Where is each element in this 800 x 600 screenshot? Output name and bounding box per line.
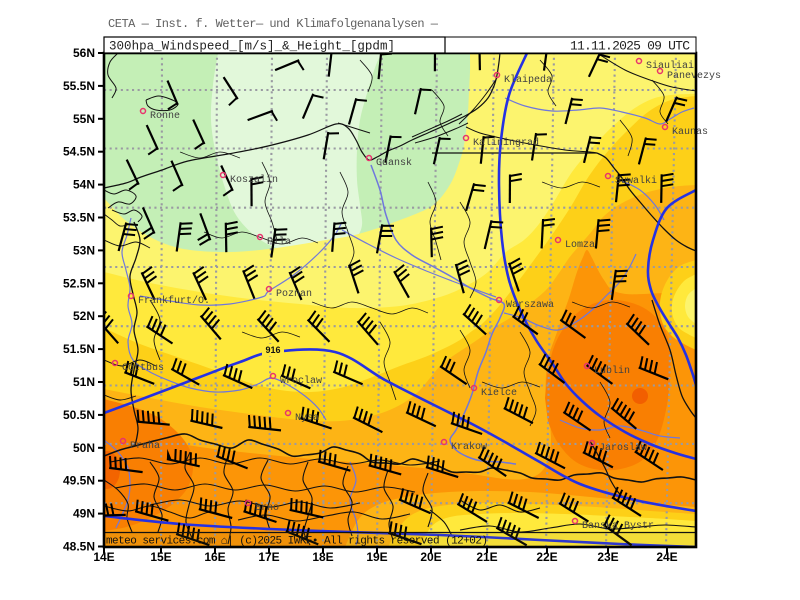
svg-text:Krakow: Krakow [451,441,487,453]
svg-text:21E: 21E [476,550,497,564]
svg-text:53N: 53N [73,243,95,257]
svg-text:Suwalki: Suwalki [615,175,657,187]
svg-text:54.5N: 54.5N [63,145,95,159]
svg-text:56N: 56N [73,46,95,60]
svg-text:Gdansk: Gdansk [376,157,412,169]
svg-text:51.5N: 51.5N [63,342,95,356]
svg-text:52N: 52N [73,309,95,323]
svg-text:55.5N: 55.5N [63,79,95,93]
svg-text:Lomza: Lomza [565,240,595,251]
svg-text:52.5N: 52.5N [63,276,95,290]
svg-text:55N: 55N [73,112,95,126]
svg-text:Wroclaw: Wroclaw [280,375,322,387]
svg-text:Panevezys: Panevezys [667,71,721,82]
svg-text:53.5N: 53.5N [63,211,95,225]
svg-text:49.5N: 49.5N [63,474,95,488]
svg-text:Frankfurt/O.: Frankfurt/O. [138,295,210,307]
svg-text:16E: 16E [204,550,225,564]
svg-text:300hpa_Windspeed_[m/s]_&_Heigh: 300hpa_Windspeed_[m/s]_&_Height_[gpdm] [109,40,395,54]
svg-text:17E: 17E [258,550,279,564]
svg-text:Brno: Brno [255,503,279,514]
svg-text:48.5N: 48.5N [63,540,95,554]
svg-text:49N: 49N [73,507,95,521]
svg-text:24E: 24E [656,550,677,564]
svg-text:Lublin: Lublin [594,365,630,377]
svg-text:15E: 15E [150,550,171,564]
svg-text:Banska Bystr: Banska Bystr [582,520,654,532]
svg-text:22E: 22E [536,550,557,564]
svg-text:18E: 18E [312,550,333,564]
svg-text:50N: 50N [73,441,95,455]
svg-text:CETA — Inst. f. Wetter— und Kl: CETA — Inst. f. Wetter— und Klimafolgena… [108,17,439,31]
svg-text:Kielce: Kielce [481,387,517,399]
svg-text:Klaipeda: Klaipeda [504,74,552,86]
svg-text:50.5N: 50.5N [63,408,95,422]
svg-text:Cottbus: Cottbus [122,362,164,374]
svg-text:Kaunas: Kaunas [672,127,708,138]
svg-text:916: 916 [265,345,280,355]
svg-text:23E: 23E [597,550,618,564]
svg-text:51N: 51N [73,375,95,389]
svg-text:Kaliningrad: Kaliningrad [473,137,539,149]
svg-text:meteo services.com ⌂| (c)2025: meteo services.com ⌂| (c)2025 IWKF• All … [106,536,488,548]
svg-text:Nysa: Nysa [295,413,319,424]
svg-text:Warszawa: Warszawa [506,300,554,311]
svg-text:11.11.2025 09 UTC: 11.11.2025 09 UTC [570,39,690,54]
svg-text:Praha: Praha [130,440,160,452]
svg-text:Pila: Pila [267,236,291,248]
svg-text:Poznan: Poznan [276,289,312,300]
svg-text:Ronne: Ronne [150,111,180,122]
svg-text:20E: 20E [420,550,441,564]
svg-text:54N: 54N [73,178,95,192]
svg-text:14E: 14E [93,550,114,564]
svg-text:19E: 19E [366,550,387,564]
svg-text:Jaroslaw: Jaroslaw [599,442,647,454]
svg-text:Koszalin: Koszalin [230,174,278,186]
